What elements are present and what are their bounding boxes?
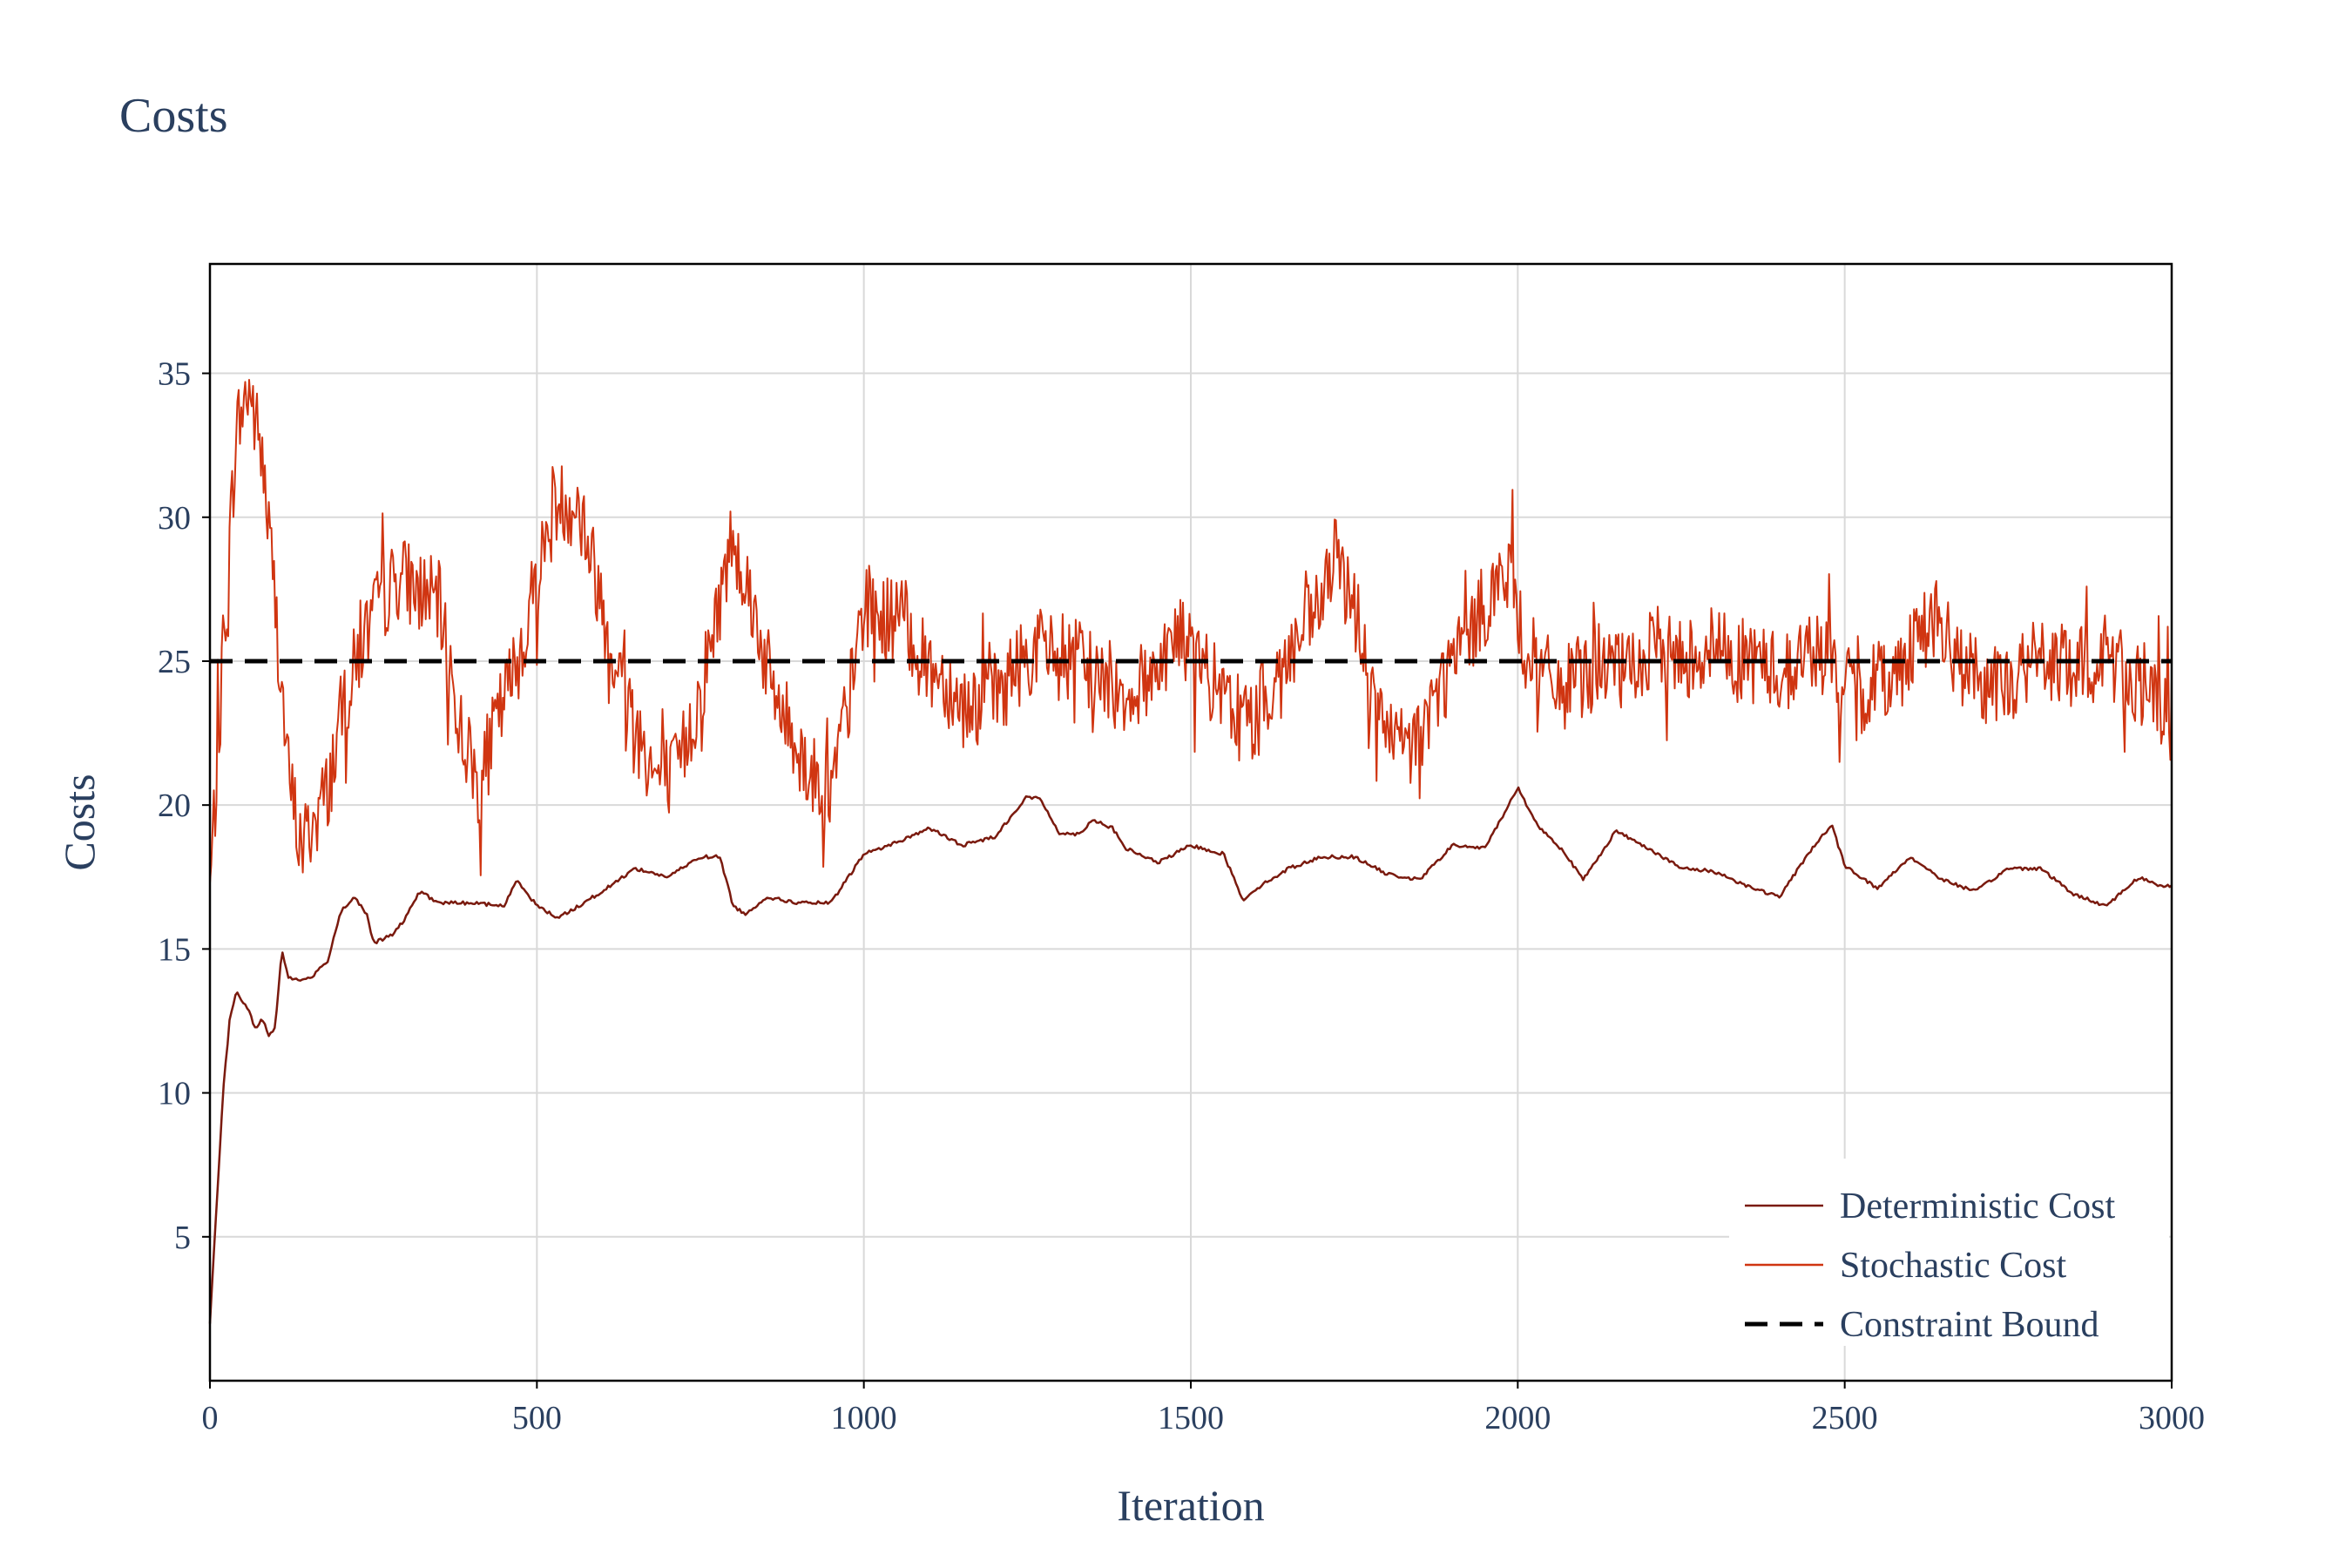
x-axis-ticks: 0 500 1000 1500 2000 2500 3000 (202, 1381, 2205, 1436)
legend-label-constraint: Constraint Bound (1840, 1305, 2099, 1345)
y-tick-label: 25 (158, 644, 191, 680)
y-tick-label: 15 (158, 931, 191, 968)
plot-series (208, 379, 2173, 1324)
y-tick-label: 5 (174, 1220, 191, 1256)
x-tick-label: 0 (202, 1400, 219, 1436)
y-tick-label: 30 (158, 500, 191, 537)
y-axis-ticks: 5 10 15 20 25 30 35 (158, 356, 210, 1256)
chart-title: Costs (119, 89, 228, 143)
x-axis-title: Iteration (1117, 1481, 1264, 1530)
legend: Deterministic Cost Stochastic Cost Const… (1729, 1159, 2169, 1346)
y-axis-title: Costs (55, 774, 104, 870)
x-tick-label: 1500 (1158, 1400, 1224, 1436)
y-tick-label: 35 (158, 356, 191, 393)
y-tick-label: 10 (158, 1076, 191, 1112)
series-line-stochastic-cost (209, 379, 2173, 883)
x-tick-label: 2000 (1484, 1400, 1551, 1436)
x-tick-label: 2500 (1812, 1400, 1878, 1436)
series-line-deterministic-cost (208, 786, 2173, 1324)
x-tick-label: 1000 (831, 1400, 897, 1436)
x-tick-label: 3000 (2139, 1400, 2205, 1436)
legend-label-stochastic: Stochastic Cost (1840, 1246, 2066, 1286)
y-tick-label: 20 (158, 787, 191, 824)
legend-background (1729, 1159, 2169, 1346)
legend-label-deterministic: Deterministic Cost (1840, 1186, 2115, 1227)
x-tick-label: 500 (512, 1400, 562, 1436)
